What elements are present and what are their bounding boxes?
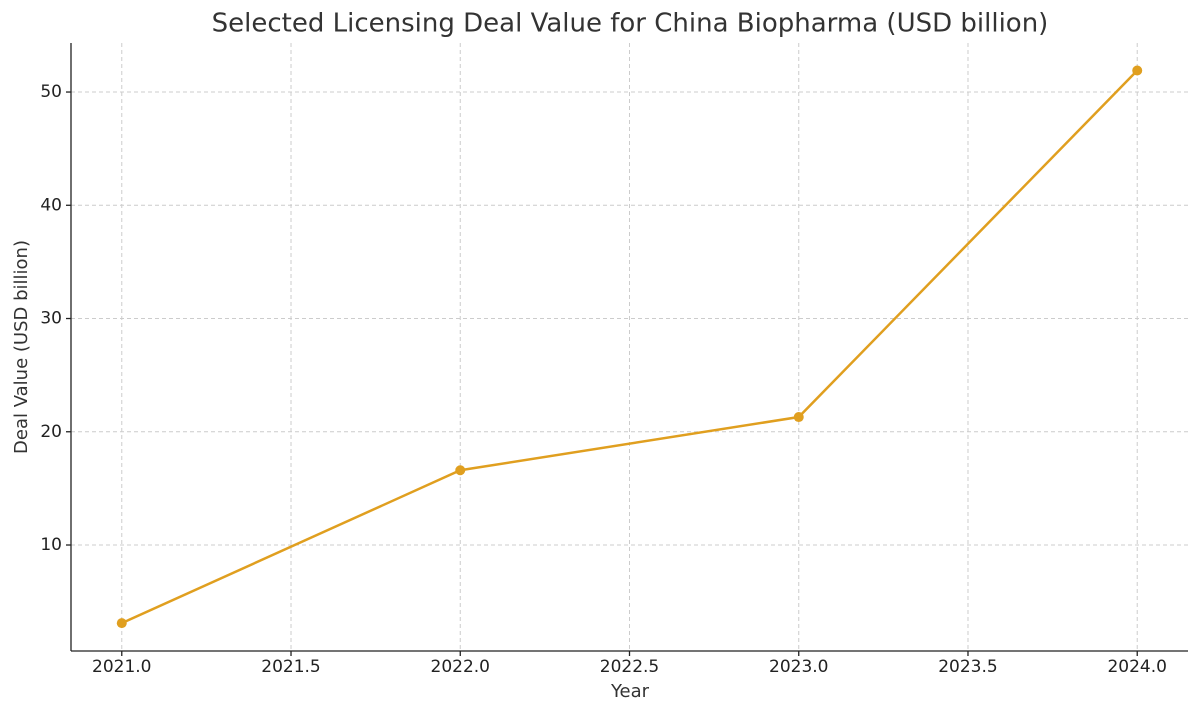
point <box>1132 65 1143 76</box>
x-tick-label: 2022.0 <box>431 657 490 677</box>
y-tick-label: 20 <box>40 422 62 442</box>
x-tick-label: 2021.0 <box>92 657 151 677</box>
x-tick-label: 2023.0 <box>769 657 828 677</box>
chart-title: Selected Licensing Deal Value for China … <box>212 9 1049 39</box>
y-axis-label: Deal Value (USD billion) <box>11 240 32 454</box>
point <box>116 618 127 629</box>
y-tick-label: 50 <box>40 82 62 102</box>
point <box>793 412 804 423</box>
y-tick-label: 30 <box>40 309 62 329</box>
x-tick-label: 2022.5 <box>600 657 659 677</box>
y-tick-label: 10 <box>40 535 62 555</box>
x-tick-label: 2024.0 <box>1107 657 1166 677</box>
point <box>455 465 466 476</box>
x-axis-label: Year <box>610 681 650 702</box>
line <box>121 69 1139 625</box>
x-tick-label: 2021.5 <box>261 657 320 677</box>
y-tick-label: 40 <box>40 195 62 215</box>
x-tick-label: 2023.5 <box>938 657 997 677</box>
